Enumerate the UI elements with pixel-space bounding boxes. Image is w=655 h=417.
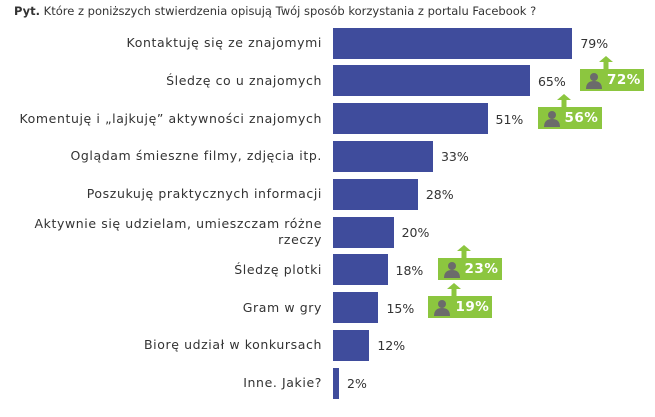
person-icon	[434, 299, 451, 316]
category-label: Oglądam śmieszne filmy, zdjęcia itp.	[0, 138, 322, 174]
category-text: Biorę udział w konkursach	[143, 337, 322, 353]
category-label: Biorę udział w konkursach	[0, 327, 322, 363]
badge: 19%	[428, 295, 493, 318]
value-label: 28%	[425, 187, 454, 203]
category-text: Oglądam śmieszne filmy, zdjęcia itp.	[70, 148, 322, 164]
category-label: Poszukuję praktycznych informacji	[0, 176, 322, 212]
category-label: Inne. Jakie?	[0, 365, 322, 401]
badge-arrow	[598, 55, 613, 70]
category-label: Śledzę plotki	[0, 252, 322, 288]
badge-label: 72%	[606, 71, 641, 88]
badge: 56%	[537, 106, 602, 129]
category-text: Poszukuję praktycznych informacji	[86, 186, 322, 202]
badge-label: 19%	[455, 298, 490, 315]
value-label: 18%	[395, 262, 424, 278]
person-icon	[585, 72, 602, 89]
category-label: Aktywnie się udzielam, umieszczam różne …	[0, 214, 322, 250]
person-icon	[443, 261, 460, 278]
value-label: 33%	[440, 149, 469, 165]
bar	[333, 65, 530, 97]
category-text: Inne. Jakie?	[243, 375, 322, 391]
bar	[333, 292, 379, 324]
value-label: 20%	[401, 225, 430, 240]
badge-label: 56%	[564, 109, 599, 126]
title-text: Które z poniższych stwierdzenia opisują …	[43, 4, 537, 18]
category-label: Komentuję i „lajkuję” aktywności znajomy…	[0, 101, 322, 137]
value-label: 2%	[347, 376, 367, 392]
value-label: 15%	[386, 300, 415, 316]
title-prefix: Pyt.	[14, 4, 41, 18]
bar	[333, 216, 394, 248]
person-icon	[543, 110, 560, 127]
category-label: Śledzę co u znajomych	[0, 63, 322, 99]
category-text: Komentuję i „lajkuję” aktywności znajomy…	[19, 110, 322, 126]
category-label: Gram w gry	[0, 290, 322, 326]
category-text: Śledzę co u znajomych	[166, 72, 322, 88]
badge: 23%	[437, 257, 502, 280]
bar	[333, 178, 418, 210]
bar	[333, 103, 488, 135]
bar	[333, 367, 340, 399]
badge: 72%	[579, 68, 644, 91]
chart-title: Pyt. Które z poniższych stwierdzenia opi…	[14, 4, 536, 18]
badge-arrow	[556, 93, 571, 108]
badge-arrow	[456, 244, 471, 259]
category-text: Aktywnie się udzielam, umieszczam różne …	[34, 216, 322, 247]
value-label: 79%	[580, 36, 609, 51]
category-text: Gram w gry	[242, 299, 322, 315]
value-label: 12%	[377, 338, 406, 354]
value-label: 65%	[537, 73, 566, 89]
category-label: Kontaktuję się ze znajomymi	[0, 25, 322, 61]
bar	[333, 27, 573, 59]
value-label: 51%	[495, 111, 524, 127]
bar	[333, 254, 388, 286]
bar	[333, 329, 370, 361]
badge-arrow	[447, 282, 462, 297]
bar	[333, 140, 433, 172]
category-text: Śledzę plotki	[234, 261, 322, 277]
category-text: Kontaktuję się ze znajomymi	[126, 35, 322, 50]
badge-label: 23%	[464, 260, 499, 277]
